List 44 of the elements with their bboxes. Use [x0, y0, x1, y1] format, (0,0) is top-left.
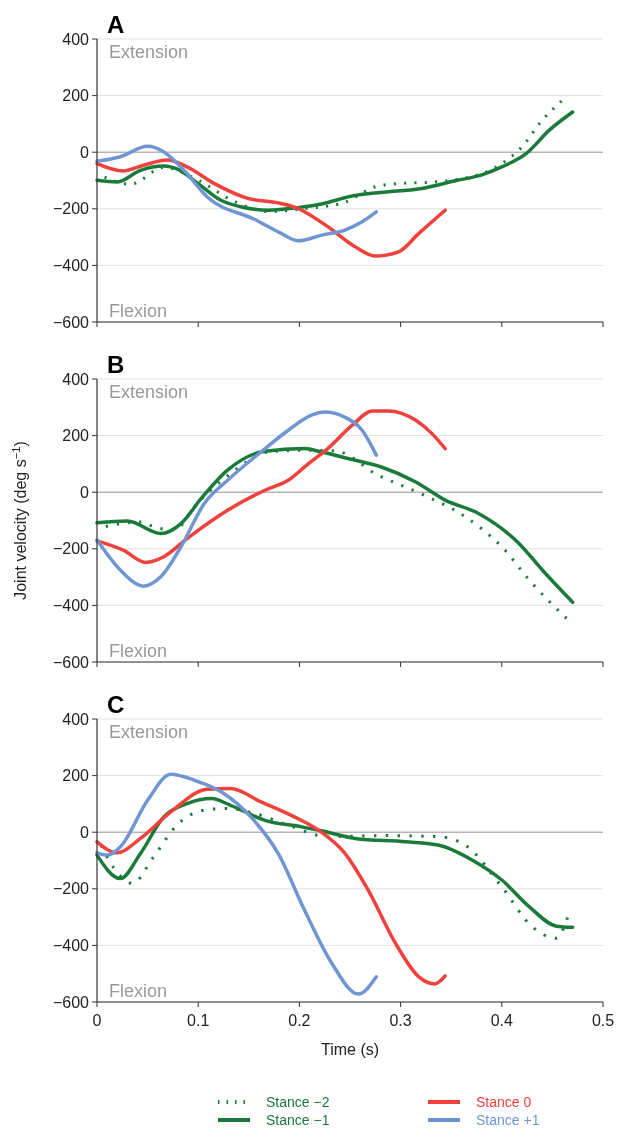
- annotation: Extension: [109, 382, 189, 402]
- y-tick-label: 0: [80, 483, 90, 501]
- x-tick-label: 0.5: [591, 1012, 615, 1029]
- legend-label: Stance +1: [476, 1111, 540, 1128]
- annotation: Flexion: [109, 301, 168, 321]
- y-tick-label: 400: [62, 710, 90, 728]
- y-tick-label: −600: [52, 313, 90, 331]
- line-series: [95, 409, 447, 565]
- y-tick-label: 0: [80, 823, 90, 841]
- x-axis-title: Time (s): [320, 1041, 380, 1058]
- y-tick-label: −200: [52, 540, 90, 558]
- y-tick-label: −400: [52, 597, 90, 614]
- chart-title: A: [107, 11, 125, 38]
- y-tick-label: 0: [80, 143, 90, 161]
- y-tick-label: −200: [52, 880, 90, 898]
- line-series: [95, 410, 379, 588]
- annotation: Flexion: [109, 641, 168, 661]
- line-series: [95, 786, 447, 986]
- chart-title: B: [107, 351, 125, 378]
- chart-title: C: [107, 691, 125, 718]
- line-series: [95, 772, 379, 996]
- legend-label: Stance 0: [476, 1093, 532, 1110]
- y-tick-label: −400: [52, 937, 90, 954]
- line-series: [95, 158, 447, 258]
- x-tick-label: 0.3: [389, 1012, 412, 1029]
- y-tick-label: −600: [52, 653, 90, 671]
- y-tick-label: 400: [62, 30, 90, 48]
- x-tick-label: 0.2: [288, 1012, 311, 1029]
- x-tick-label: 0: [92, 1012, 102, 1029]
- y-tick-label: 200: [62, 767, 90, 785]
- legend-label: Stance −1: [266, 1111, 330, 1128]
- y-tick-label: −400: [52, 257, 90, 274]
- y-tick-label: −200: [52, 200, 90, 218]
- annotation: Extension: [109, 42, 189, 62]
- legend-label: Stance −2: [266, 1093, 330, 1110]
- y-tick-label: −600: [52, 993, 90, 1011]
- annotation: Flexion: [109, 981, 168, 1001]
- y-tick-label: 400: [62, 370, 90, 388]
- y-tick-label: 200: [62, 87, 90, 105]
- annotation: Extension: [109, 722, 189, 742]
- x-tick-label: 0.4: [490, 1012, 514, 1029]
- x-tick-label: 0.1: [187, 1012, 210, 1029]
- y-tick-label: 200: [62, 427, 90, 445]
- line-series: [95, 144, 379, 243]
